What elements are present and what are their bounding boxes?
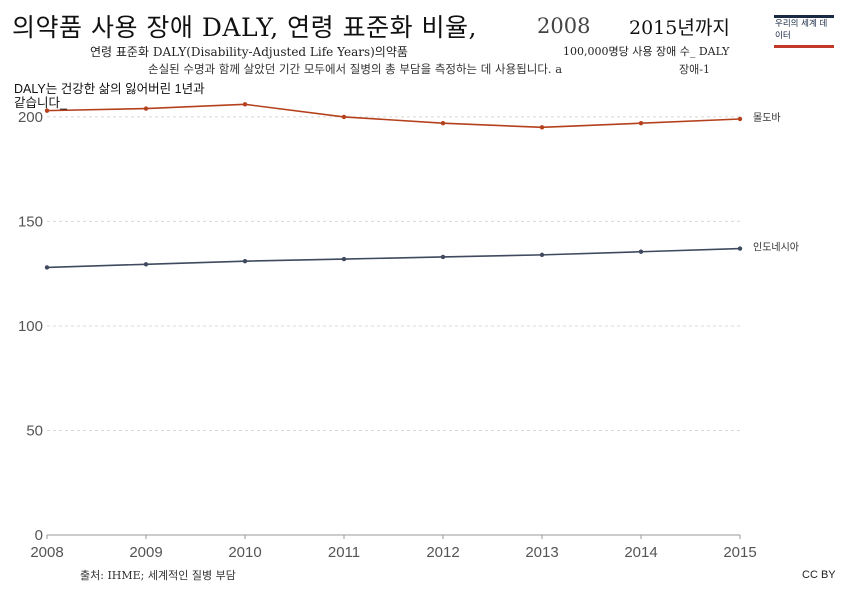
y-tick-label: 100 [18,318,43,335]
y-tick-label: 50 [26,422,43,439]
x-tick-label: 2013 [525,544,558,561]
chart-title: 의약품 사용 장애 DALY, 연령 표준화 비율, [12,13,477,42]
data-point [341,114,347,120]
data-point [143,106,149,111]
x-tick-label: 2010 [228,544,261,561]
source-note: 출처: IHME; 세계적인 질병 부담 [80,569,236,582]
x-tick-label: 2011 [328,544,360,561]
logo-text: 우리의 세계 데이터 [775,19,828,41]
data-point [737,116,743,122]
logo-top-bar [774,15,834,18]
x-tick-label: 2014 [624,544,657,561]
x-tick-label: 2009 [129,544,162,561]
data-point [638,249,644,254]
y-tick-label: 200 [18,109,43,126]
series-line [46,103,741,129]
data-point [638,120,644,126]
data-point [737,246,743,251]
data-point [143,262,149,267]
data-point [539,125,545,130]
y-tick-label: 0 [35,527,43,544]
logo-bottom-bar [774,45,834,48]
grid-layer [47,116,740,431]
unit-label: 100,000명당 사용 장애 수_ DALY [563,45,730,58]
data-point [44,265,50,270]
axis-layer: 0 50 100 150 200 2008 2009 2010 2011 2012 2013 2014… [18,109,757,561]
y-tick-label: 150 [18,213,43,230]
data-point [440,254,446,260]
data-point [242,258,248,264]
data-point [242,102,248,107]
daly-note-line1: DALY는 건강한 삶의 잃어버린 1년과 [14,82,205,96]
chart-title-end: 2015년까지 [629,17,730,39]
x-tick-label: 2008 [30,544,63,561]
data-point [440,120,446,126]
chart-subtitle: 연령 표준화 DALY(Disability-Adjusted Life Yea… [90,45,408,59]
series-label: 인도네시아 [753,242,799,254]
chart-title-year: 2008 [537,14,591,38]
chart-subtitle-description: 손실된 수명과 함께 살았던 기간 모두에서 질병의 총 부담을 측정하는 데 … [148,62,563,76]
license-label[interactable]: CC BY [802,569,836,581]
data-point [44,108,50,113]
x-tick-label: 2012 [426,544,459,561]
series-line [46,247,741,269]
data-point [341,256,347,262]
our-world-in-data-logo[interactable]: 우리의 세계 데이터 [774,15,834,49]
series-label: 몰도바 [753,112,781,124]
unit-note: 장애-1 [679,63,710,76]
data-point [539,252,545,258]
x-tick-label: 2015 [723,544,756,561]
daly-note-line2: 같습니다_ [14,96,67,110]
